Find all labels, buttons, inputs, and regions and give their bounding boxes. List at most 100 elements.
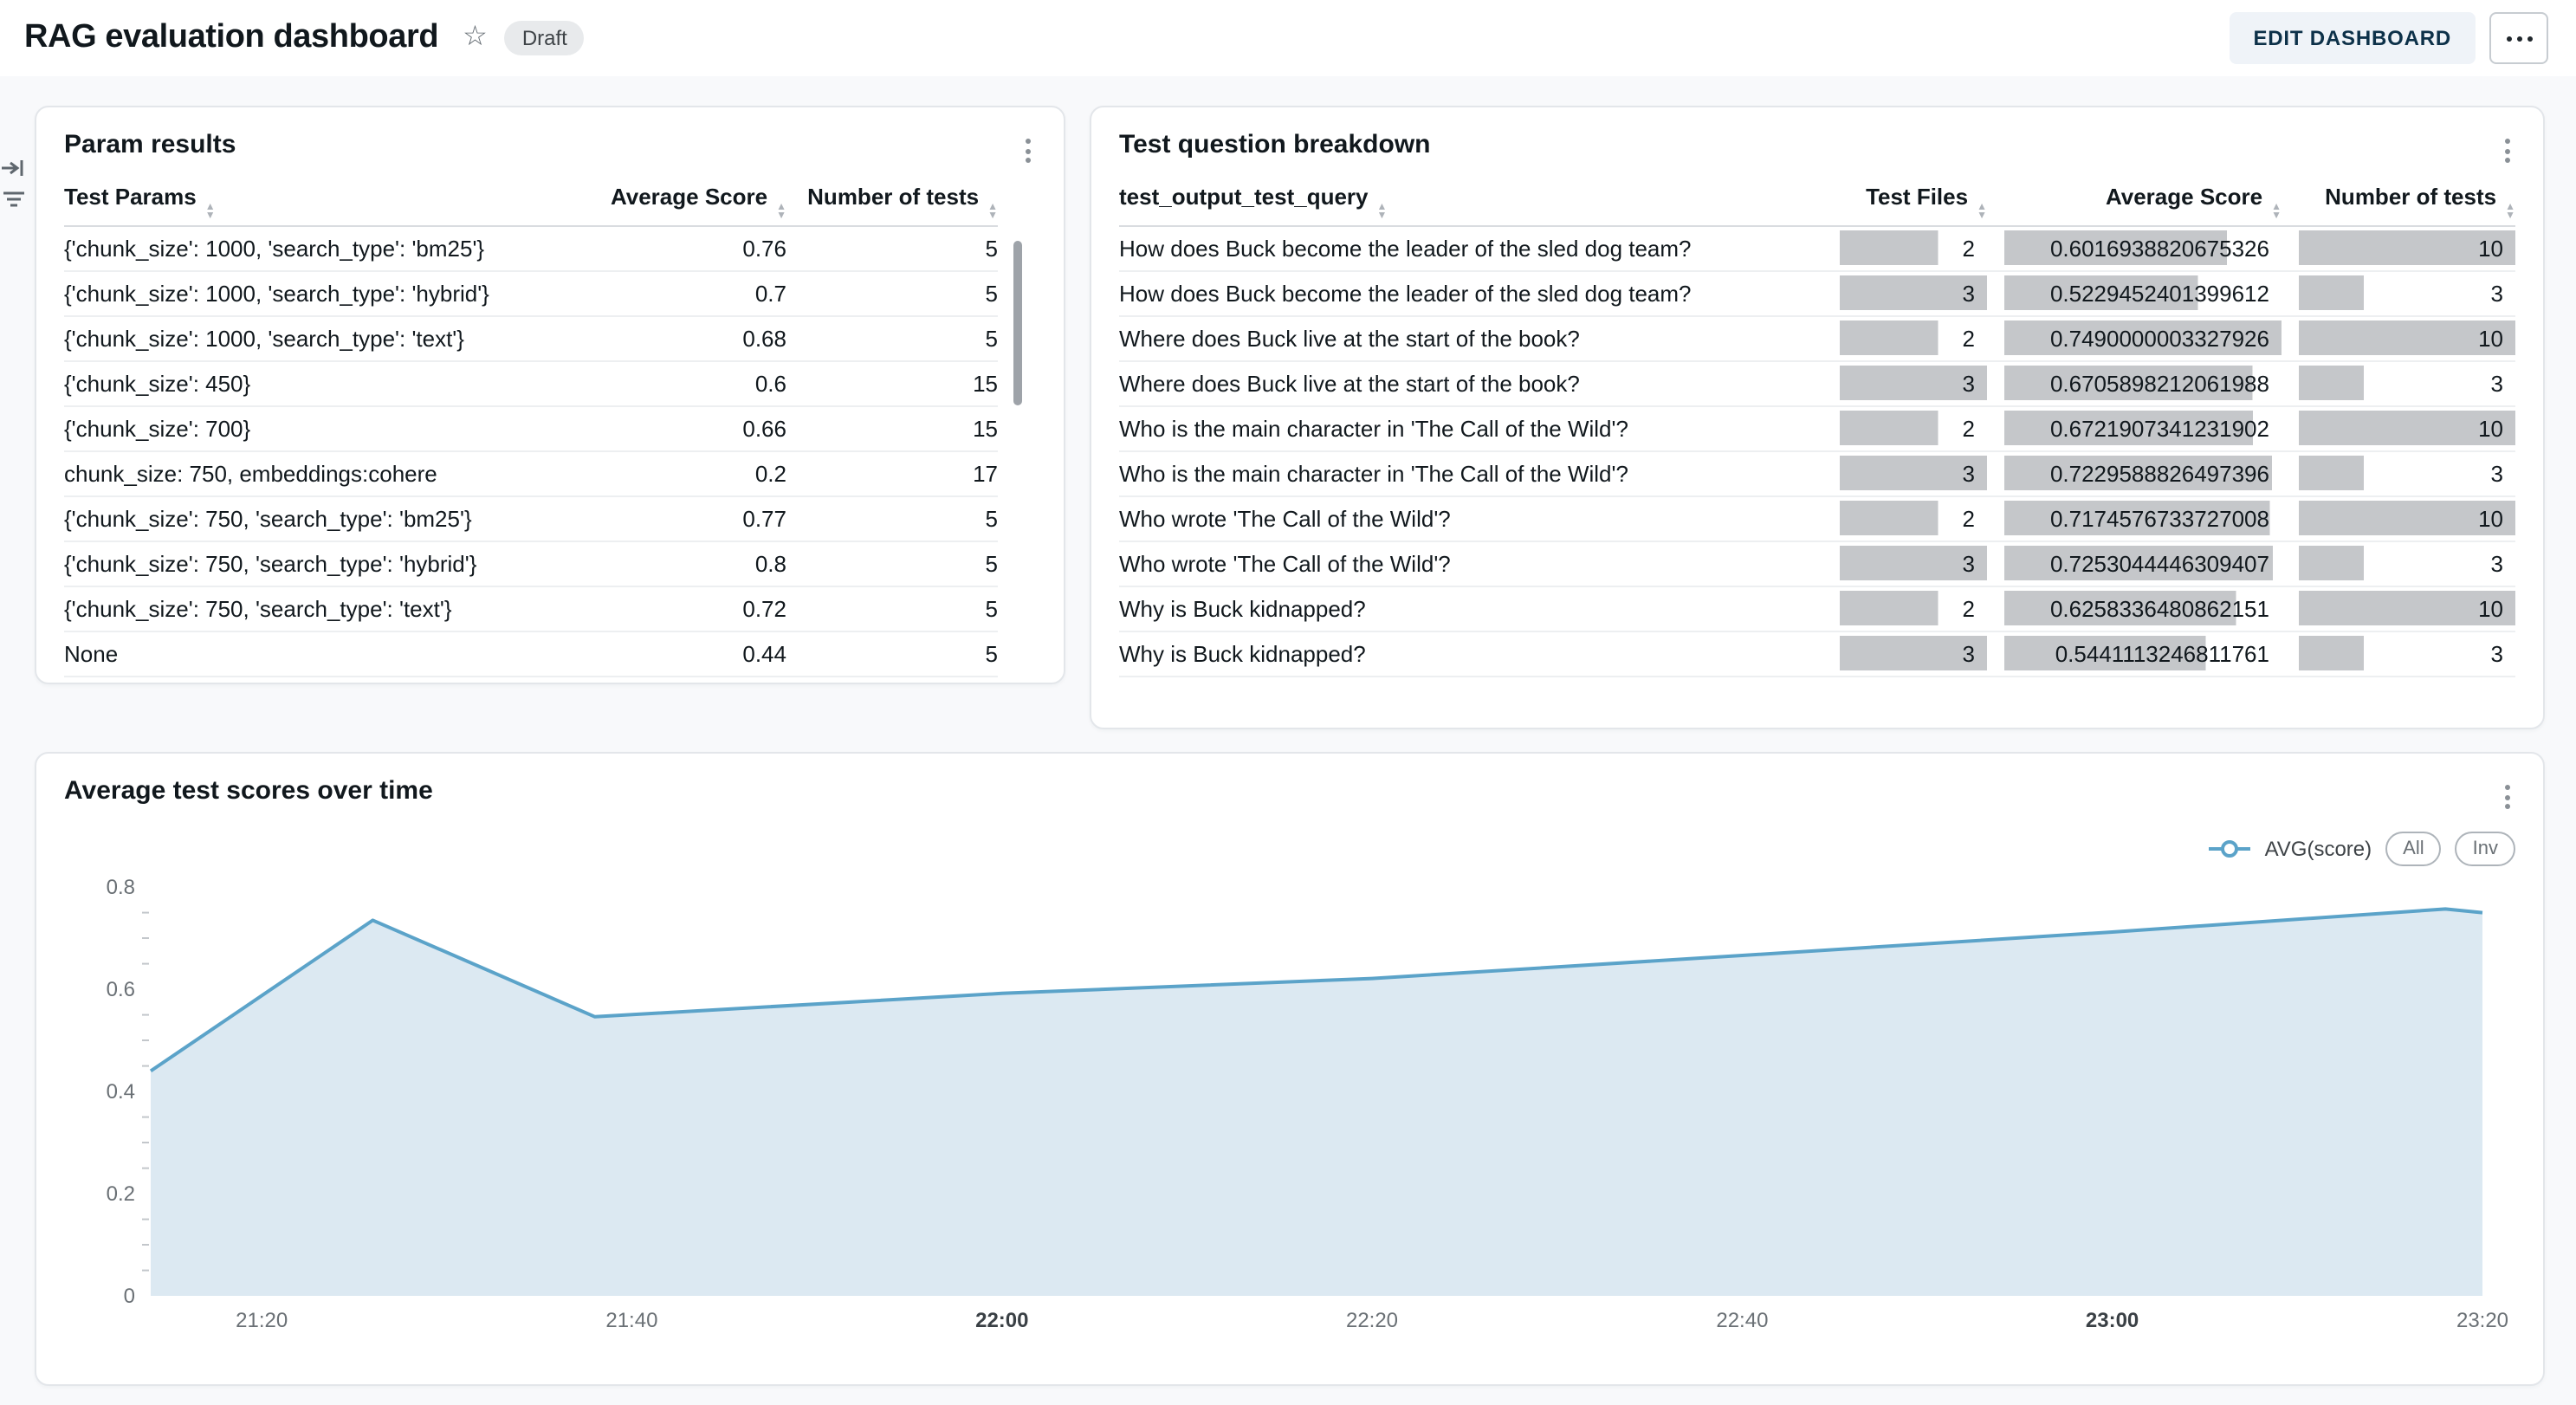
cell-test-files: 2 xyxy=(1822,495,1987,541)
value-bar: 2 xyxy=(1840,501,1987,535)
value-bar: 0.7253044446309407 xyxy=(2004,546,2282,580)
table-row: Where does Buck live at the start of the… xyxy=(1119,315,2515,361)
svg-text:0.8: 0.8 xyxy=(107,877,135,900)
cell-average-score: 0.66 xyxy=(596,405,786,451)
card-header: Test question breakdown xyxy=(1091,107,2543,182)
legend-invert-button[interactable]: Inv xyxy=(2455,832,2515,867)
top-bar: RAG evaluation dashboard ☆ Draft EDIT DA… xyxy=(0,0,2576,76)
param-results-table-wrap: Test Params ▲ ▼ Average Score ▲ ▼ Number of … xyxy=(36,182,1064,677)
sort-icon: ▲ ▼ xyxy=(776,203,786,223)
cell-average-score: 0.8 xyxy=(596,541,786,586)
column-header-number-of-tests[interactable]: Number of tests ▲ ▼ xyxy=(786,182,998,226)
table-row: Where does Buck live at the start of the… xyxy=(1119,360,2515,406)
cell-average-score: 0.7 xyxy=(596,270,786,316)
cell-test-params: {'chunk_size': 1000, 'search_type': 'hyb… xyxy=(64,270,596,316)
kebab-menu-icon[interactable] xyxy=(2493,130,2522,172)
cell-number-of-tests: 3 xyxy=(2282,270,2515,316)
cell-number-of-tests: 5 xyxy=(786,315,998,361)
svg-text:0.6: 0.6 xyxy=(107,979,135,1002)
table-row: Who wrote 'The Call of the Wild'? 2 0.7174… xyxy=(1119,495,2515,541)
column-header-number-of-tests[interactable]: Number of tests ▲ ▼ xyxy=(2282,182,2515,226)
cell-test-params: {'chunk_size': 1000, 'search_type': 'tex… xyxy=(64,315,596,361)
cell-test-files: 2 xyxy=(1822,315,1987,361)
svg-text:0.2: 0.2 xyxy=(107,1183,135,1207)
table-row: {'chunk_size': 700} 0.66 15 xyxy=(64,405,998,451)
cell-number-of-tests: 3 xyxy=(2282,631,2515,677)
column-label: Test Files xyxy=(1866,184,1969,210)
table-row: Who wrote 'The Call of the Wild'? 3 0.7253… xyxy=(1119,541,2515,586)
cell-average-score: 0.7253044446309407 xyxy=(1987,541,2282,586)
cell-number-of-tests: 5 xyxy=(786,270,998,316)
column-label: Average Score xyxy=(610,184,768,210)
value-bar: 3 xyxy=(2299,456,2515,490)
vertical-scrollbar[interactable] xyxy=(1013,241,1022,405)
cell-query: Who wrote 'The Call of the Wild'? xyxy=(1119,495,1822,541)
kebab-menu-icon[interactable] xyxy=(1013,130,1043,172)
column-header-test-params[interactable]: Test Params ▲ ▼ xyxy=(64,182,596,226)
svg-text:0.4: 0.4 xyxy=(107,1081,135,1104)
cell-test-files: 3 xyxy=(1822,631,1987,677)
card-header: Param results xyxy=(36,107,1064,182)
value-bar: 0.5441113246811761 xyxy=(2004,636,2282,670)
value-bar: 0.7174576733727008 xyxy=(2004,501,2282,535)
cell-test-files: 3 xyxy=(1822,450,1987,496)
cell-number-of-tests: 5 xyxy=(786,225,998,271)
table-row: Why is Buck kidnapped? 3 0.544111324681176… xyxy=(1119,631,2515,677)
legend-all-button[interactable]: All xyxy=(2385,832,2442,867)
value-bar: 2 xyxy=(1840,230,1987,265)
value-bar: 3 xyxy=(1840,546,1987,580)
cell-number-of-tests: 15 xyxy=(786,405,998,451)
cell-average-score: 0.44 xyxy=(596,631,786,677)
value-bar: 0.6258336480862151 xyxy=(2004,591,2282,625)
value-bar: 0.7229588826497396 xyxy=(2004,456,2282,490)
card-header: Average test scores over time xyxy=(36,754,2543,828)
table-row: Who is the main character in 'The Call o… xyxy=(1119,450,2515,496)
cell-number-of-tests: 3 xyxy=(2282,360,2515,406)
more-menu-button[interactable] xyxy=(2489,12,2548,64)
value-bar: 0.6721907341231902 xyxy=(2004,411,2282,445)
value-bar: 3 xyxy=(2299,366,2515,400)
cell-average-score: 0.6721907341231902 xyxy=(1987,405,2282,451)
filter-icon[interactable] xyxy=(2,187,26,211)
edit-dashboard-button[interactable]: EDIT DASHBOARD xyxy=(2229,12,2476,64)
cell-test-files: 2 xyxy=(1822,405,1987,451)
column-label: Average Score xyxy=(2105,184,2263,210)
column-header-test-files[interactable]: Test Files ▲ ▼ xyxy=(1822,182,1987,226)
table-row: {'chunk_size': 1000, 'search_type': 'tex… xyxy=(64,315,998,361)
card-title: Test question breakdown xyxy=(1119,130,1431,159)
cell-average-score: 0.5229452401399612 xyxy=(1987,270,2282,316)
cell-average-score: 0.7229588826497396 xyxy=(1987,450,2282,496)
value-bar: 10 xyxy=(2299,591,2515,625)
breakdown-table: test_output_test_query ▲ ▼ Test Files ▲ ▼ Av… xyxy=(1119,182,2515,677)
question-breakdown-card: Test question breakdown test_output_test… xyxy=(1090,106,2545,729)
table-header-row: test_output_test_query ▲ ▼ Test Files ▲ ▼ Av… xyxy=(1119,182,2515,226)
scores-chart: 0 0.2 0.4 0.6 0.8 21:20 21:40 22:00 22:20 22:40 23… xyxy=(107,877,2508,1333)
cell-test-params: {'chunk_size': 700} xyxy=(64,405,596,451)
kebab-menu-icon[interactable] xyxy=(2493,776,2522,818)
value-bar: 0.6705898212061988 xyxy=(2004,366,2282,400)
svg-text:22:20: 22:20 xyxy=(1346,1310,1398,1333)
column-header-test-query[interactable]: test_output_test_query ▲ ▼ xyxy=(1119,182,1822,226)
collapse-panel-icon[interactable] xyxy=(2,156,26,180)
param-results-card: Param results Test Params ▲ ▼ Average Scor… xyxy=(35,106,1065,684)
legend-series-label[interactable]: AVG(score) xyxy=(2264,837,2372,862)
svg-text:23:00: 23:00 xyxy=(2086,1310,2139,1333)
cell-test-params: None xyxy=(64,631,596,677)
value-bar: 3 xyxy=(1840,275,1987,310)
sort-icon: ▲ ▼ xyxy=(2505,203,2515,223)
column-header-average-score[interactable]: Average Score ▲ ▼ xyxy=(596,182,786,226)
column-header-average-score[interactable]: Average Score ▲ ▼ xyxy=(1987,182,2282,226)
value-bar: 10 xyxy=(2299,230,2515,265)
table-row: {'chunk_size': 750, 'search_type': 'text… xyxy=(64,586,998,631)
avg-score-legend-marker-icon[interactable] xyxy=(2209,838,2251,859)
cell-test-params: {'chunk_size': 750, 'search_type': 'text… xyxy=(64,586,596,631)
value-bar: 3 xyxy=(1840,636,1987,670)
star-icon[interactable]: ☆ xyxy=(463,23,488,52)
cell-average-score: 0.5441113246811761 xyxy=(1987,631,2282,677)
param-results-body: {'chunk_size': 1000, 'search_type': 'bm2… xyxy=(64,225,998,677)
cell-average-score: 0.6258336480862151 xyxy=(1987,586,2282,631)
cell-number-of-tests: 10 xyxy=(2282,495,2515,541)
value-bar: 10 xyxy=(2299,501,2515,535)
cell-query: Who is the main character in 'The Call o… xyxy=(1119,450,1822,496)
cell-number-of-tests: 10 xyxy=(2282,586,2515,631)
